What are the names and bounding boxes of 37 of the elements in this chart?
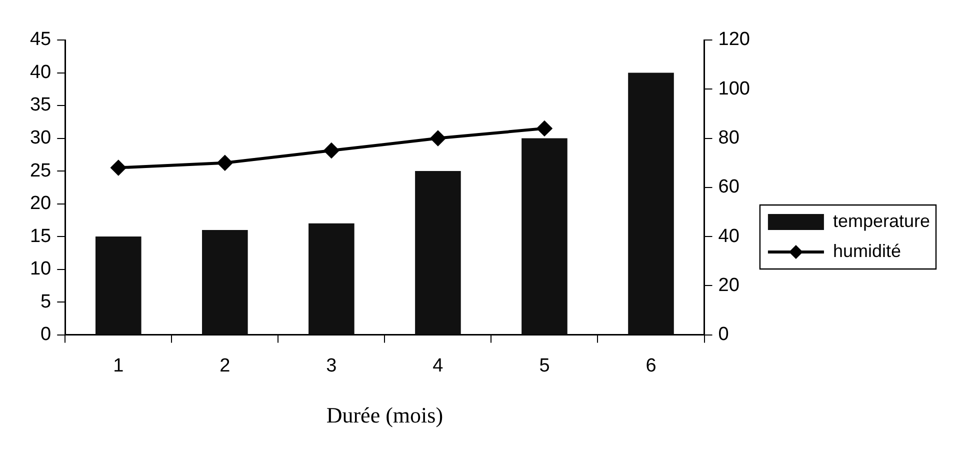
point [536,120,552,136]
point [430,130,446,146]
y-tick-label: 25 [30,160,52,182]
bar [308,223,354,334]
y2-tick-label: 20 [718,274,740,296]
y-tick-label: 40 [30,62,52,83]
y-tick-label: 5 [40,291,52,312]
y2-tick-label: 60 [718,176,740,198]
y2-tick-label: 120 [718,29,750,50]
point [217,155,232,170]
bar [415,171,461,334]
x-tick-label: 1 [113,355,124,376]
y-tick-label: 0 [40,324,52,346]
y-tick-label: 30 [30,128,52,148]
bar [628,72,674,334]
bar [522,138,568,334]
y-tick-label: 35 [30,94,52,116]
y-tick-label: 45 [30,29,52,50]
point [110,160,126,176]
legend-label: humidité [832,240,901,261]
x-tick-label: 4 [432,355,444,376]
point [324,143,339,158]
x-tick-label: 2 [220,355,230,376]
bar [202,230,248,334]
y2-tick-label: 100 [718,78,750,100]
bar [95,236,142,334]
x-tick-label: 5 [539,355,550,376]
y2-tick-label: 40 [718,226,740,247]
legend-label: temperature [832,210,930,231]
x-axis-title: Durée (mois) [326,402,444,428]
y-tick-label: 20 [30,193,52,214]
y2-tick-label: 0 [718,324,729,346]
x-tick-label: 3 [326,355,337,376]
y-tick-label: 10 [30,258,52,280]
y-tick-label: 15 [30,226,52,247]
y2-tick-label: 80 [718,128,740,148]
x-tick-label: 6 [646,355,656,376]
